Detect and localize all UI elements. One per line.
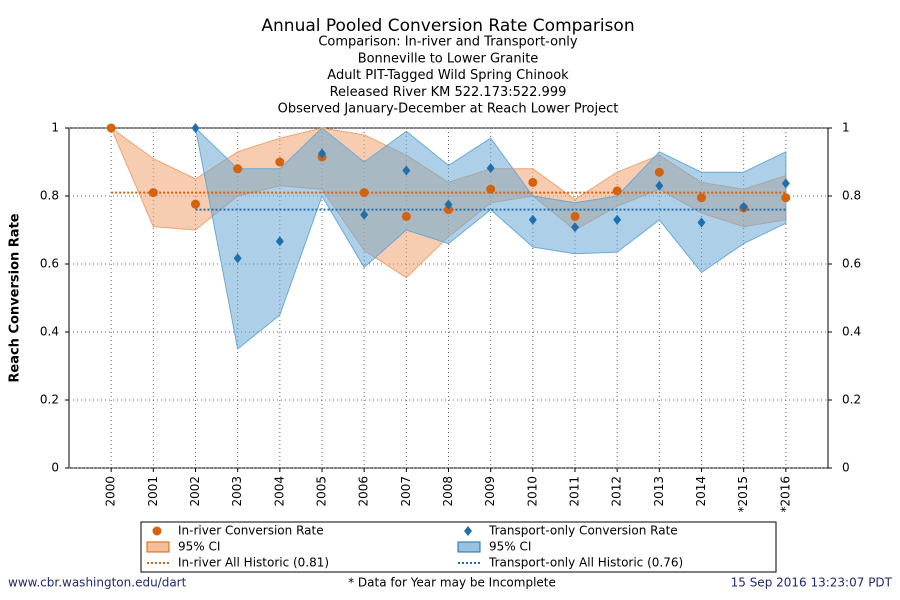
point — [655, 180, 664, 191]
point — [148, 188, 158, 198]
point — [191, 199, 200, 209]
footer-left: www.cbr.washington.edu/dart — [8, 576, 187, 590]
point — [402, 165, 411, 176]
point — [401, 211, 411, 221]
x-tick-label: 2000 — [104, 476, 118, 507]
legend-marker — [152, 526, 162, 536]
point — [781, 193, 791, 203]
x-tick-label: 2004 — [272, 476, 286, 507]
y-tick-label: 0.8 — [40, 189, 59, 203]
y2-tick-label: 0 — [842, 461, 850, 475]
x-tick-label: 2009 — [483, 476, 497, 507]
point — [233, 164, 243, 174]
y-tick-label: 1 — [51, 121, 59, 135]
point — [613, 214, 622, 225]
x-tick-label: 2008 — [441, 476, 455, 507]
y2-tick-label: 0.6 — [842, 257, 861, 271]
chart-subtitle: Bonneville to Lower Granite — [358, 51, 539, 66]
x-tick-label: 2012 — [610, 476, 624, 507]
point — [697, 193, 706, 203]
chart-subtitle: Comparison: In-river and Transport-only — [318, 35, 578, 50]
footer-center: * Data for Year may be Incomplete — [348, 576, 556, 590]
legend-label: Transport-only Conversion Rate — [488, 524, 678, 538]
point — [486, 184, 496, 194]
legend-label: In-river All Historic (0.81) — [178, 556, 329, 570]
point — [571, 222, 579, 233]
point — [106, 123, 116, 133]
x-tick-label: 2005 — [315, 476, 329, 507]
point — [486, 163, 495, 174]
point — [360, 209, 369, 220]
x-tick-label: 2010 — [525, 476, 539, 507]
y-tick-label: 0 — [51, 461, 59, 475]
point — [739, 201, 748, 212]
point — [275, 236, 284, 247]
point — [318, 148, 326, 159]
x-tick-label: 2011 — [568, 476, 582, 507]
point — [444, 199, 453, 210]
legend-marker — [464, 526, 472, 536]
y2-tick-label: 0.8 — [842, 189, 861, 203]
point — [275, 157, 285, 167]
legend-label: 95% CI — [489, 540, 531, 554]
y2-tick-label: 1 — [842, 121, 850, 135]
x-tick-label: 2013 — [652, 476, 666, 507]
x-tick-label: 2001 — [146, 476, 160, 507]
y2-tick-label: 0.2 — [842, 393, 861, 407]
chart-subtitle: Released River KM 522.173:522.999 — [330, 85, 567, 100]
legend-label: Transport-only All Historic (0.76) — [488, 556, 683, 570]
legend-label: In-river Conversion Rate — [178, 524, 324, 538]
chart-title: Annual Pooled Conversion Rate Comparison — [261, 16, 634, 36]
x-tick-label: 2003 — [230, 476, 244, 507]
point — [612, 186, 622, 196]
chart-subtitle: Adult PIT-Tagged Wild Spring Chinook — [327, 68, 569, 83]
point — [570, 211, 580, 221]
footer-right: 15 Sep 2016 13:23:07 PDT — [731, 576, 893, 590]
point — [654, 167, 664, 177]
y-tick-label: 0.4 — [40, 325, 59, 339]
legend-swatch — [146, 541, 170, 553]
point — [359, 188, 369, 198]
x-tick-label: *2016 — [778, 476, 792, 513]
point — [781, 178, 790, 189]
x-tick-label: 2007 — [399, 476, 413, 507]
x-tick-label: 2002 — [188, 476, 202, 507]
y-tick-label: 0.2 — [40, 393, 59, 407]
legend-swatch — [457, 541, 481, 553]
point — [444, 205, 453, 215]
point — [191, 123, 200, 133]
y-axis-label: Reach Conversion Rate — [8, 213, 23, 382]
x-tick-label: 2006 — [357, 476, 371, 507]
y2-tick-label: 0.4 — [842, 325, 861, 339]
legend-label: 95% CI — [178, 540, 220, 554]
chart-subtitle: Observed January-December at Reach Lower… — [278, 102, 619, 117]
y-tick-label: 0.6 — [40, 257, 59, 271]
x-tick-label: *2015 — [736, 476, 750, 513]
x-tick-label: 2014 — [694, 476, 708, 507]
point — [233, 253, 242, 264]
point — [697, 217, 706, 228]
point — [528, 177, 538, 187]
point — [528, 214, 537, 225]
